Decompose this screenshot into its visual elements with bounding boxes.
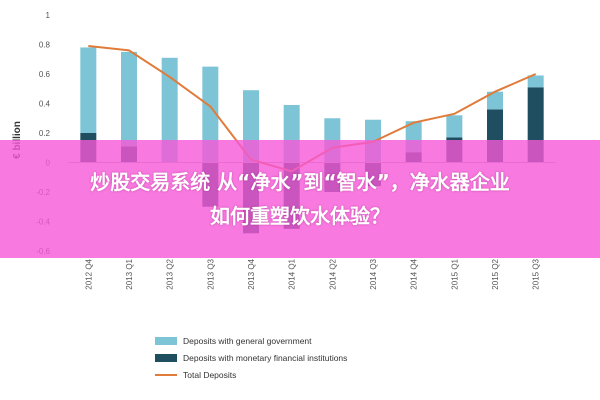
legend-swatch xyxy=(155,354,177,362)
x-tick-label: 2013 Q4 xyxy=(247,258,256,289)
y-tick-label: 1 xyxy=(46,11,51,20)
bar-segment xyxy=(202,66,219,163)
x-tick-label: 2014 Q1 xyxy=(288,258,297,289)
overlay-banner: 炒股交易系统 从“净水”到“智水”，净水器企业 如何重塑饮水体验？ xyxy=(0,140,600,258)
x-tick-label: 2013 Q3 xyxy=(206,258,215,289)
bar-segment xyxy=(487,91,503,110)
y-tick-label: 0.8 xyxy=(39,41,51,50)
legend-entry: Deposits with monetary financial institu… xyxy=(183,353,347,363)
legend: Deposits with general government Deposits… xyxy=(155,336,347,380)
x-tick-label: 2013 Q1 xyxy=(125,258,134,289)
x-tick-label: 2012 Q4 xyxy=(84,258,93,289)
x-tick-label: 2015 Q2 xyxy=(491,258,500,289)
banner-line-1: 炒股交易系统 从“净水”到“智水”，净水器企业 xyxy=(90,170,510,194)
y-tick-label: 0.2 xyxy=(39,129,51,138)
y-tick-label: 0.4 xyxy=(39,100,51,109)
banner-line-2: 如何重塑饮水体验？ xyxy=(210,204,390,228)
x-tick-label: 2014 Q2 xyxy=(328,258,337,289)
legend-entry: Deposits with general government xyxy=(183,336,312,346)
bar-segment xyxy=(161,57,178,163)
y-tick-label: 0.6 xyxy=(39,70,51,79)
x-tick-label: 2015 Q1 xyxy=(450,258,459,289)
x-tick-label: 2014 Q3 xyxy=(369,258,378,289)
legend-swatch xyxy=(155,337,177,345)
bar-segment xyxy=(80,47,97,134)
x-tick-label: 2015 Q3 xyxy=(532,258,541,289)
bar-segment xyxy=(121,51,137,147)
legend-entry: Total Deposits xyxy=(183,370,236,380)
bar-segment xyxy=(446,115,463,138)
x-tick-label: 2013 Q2 xyxy=(166,258,175,289)
x-tick-label: 2014 Q4 xyxy=(410,258,419,289)
bar-segment xyxy=(527,75,544,88)
